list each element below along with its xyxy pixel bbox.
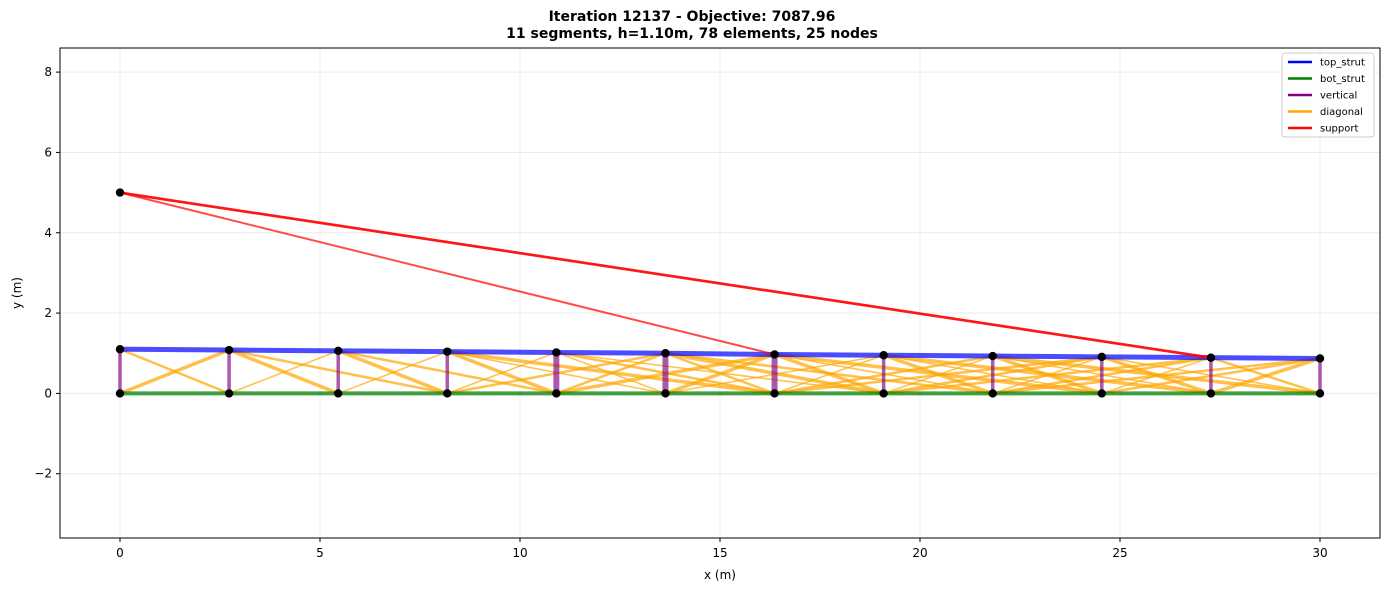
bottom-node [661,389,670,398]
truss-nodes [115,188,1325,398]
bottom-node [224,389,234,398]
x-tick-label: 25 [1112,546,1127,560]
y-tick-label: 2 [44,306,52,320]
top-node [988,351,997,361]
top-strut-member [556,349,666,356]
top-strut-member [119,346,230,353]
y-tick-label: 4 [44,226,52,240]
y-tick-label: 6 [44,145,52,159]
y-axis-ticks: −2 0 2 4 6 8 [34,65,60,481]
top-strut-member [1210,355,1321,361]
chart-title-line1: Iteration 12137 - Objective: 7087.96 [549,9,836,25]
diagonal-member [883,353,994,396]
support-node [115,188,125,197]
y-axis-label: y (m) [10,277,24,309]
top-strut-members [119,346,1321,361]
x-tick-label: 20 [912,546,927,560]
support-member [119,191,1212,359]
y-tick-label: 8 [44,65,52,79]
top-node [1315,354,1325,363]
legend-box [1281,52,1375,138]
bottom-node [879,389,888,398]
support-members [119,191,1212,359]
diagonal-member [228,348,339,396]
top-node [1206,353,1216,362]
y-tick-label: 0 [44,386,52,400]
diagonal-member [337,349,448,396]
top-node [115,345,125,354]
x-tick-label: 30 [1312,546,1327,560]
diagonal-member [556,351,666,395]
diagonal-member [992,354,1103,396]
x-tick-label: 5 [316,546,324,560]
top-node [879,351,888,360]
top-strut-member [665,350,775,357]
diagonal-member [1101,355,1212,396]
top-node [224,345,234,355]
top-strut-member [338,348,448,355]
top-strut-member [229,347,339,354]
bottom-node [1206,389,1216,398]
legend-label-diagonal: diagonal [1320,107,1363,118]
bottom-node [988,389,997,398]
legend: top_strut bot_strut vertical diagonal suppor… [1281,52,1375,138]
legend-label-bot_strut: bot_strut [1320,74,1365,85]
bottom-node [443,389,452,398]
legend-label-support: support [1320,124,1358,135]
legend-label-vertical: vertical [1320,91,1357,102]
diagonal-member [1210,356,1321,395]
legend-label-top_strut: top_strut [1320,58,1365,69]
diagonal-member [665,352,775,395]
top-strut-member [1101,354,1211,361]
top-node [661,349,670,358]
x-tick-label: 10 [512,546,527,560]
x-tick-label: 0 [116,546,124,560]
bottom-node [552,389,561,398]
top-node [552,348,561,357]
x-axis-label: x (m) [704,568,736,582]
top-node [770,350,779,359]
y-tick-label: −2 [34,467,52,481]
top-strut-member [883,352,993,359]
bottom-node [334,389,343,398]
grid-lines [60,48,1380,538]
diagonal-member [773,352,885,396]
vertical-members [118,349,1322,394]
x-axis-ticks: 0 5 10 15 20 25 30 [116,538,1328,560]
bottom-node [770,389,779,398]
top-strut-member [992,353,1102,360]
bottom-node [1097,389,1107,398]
top-strut-member [774,351,884,358]
bottom-node [1315,389,1325,398]
top-strut-member [447,349,557,355]
top-node [443,347,452,356]
chart-title-line2: 11 segments, h=1.10m, 78 elements, 25 no… [506,26,878,42]
x-tick-label: 15 [712,546,727,560]
diagonal-member [119,348,230,395]
top-node [1097,352,1107,362]
bottom-node [115,389,125,398]
diagonal-member [446,350,557,396]
support-member [119,191,775,356]
top-node [334,346,343,356]
